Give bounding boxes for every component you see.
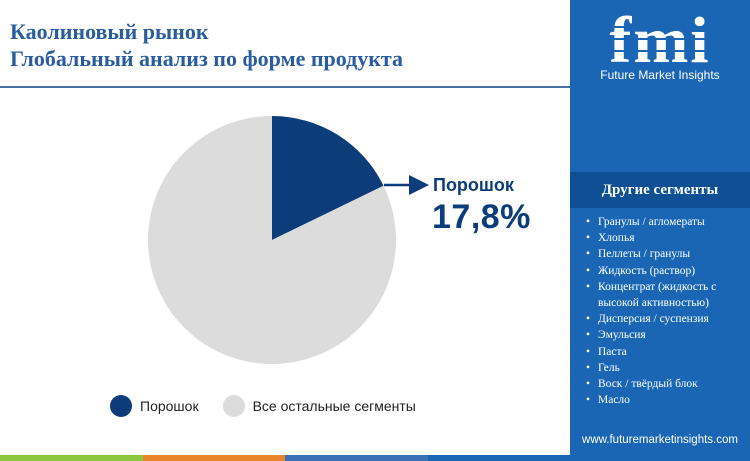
legend-label-powder: Порошок [140, 398, 199, 414]
logo-subtitle: Future Market Insights [600, 68, 720, 82]
legend-item-powder: Порошок [110, 395, 199, 417]
pie-slice-1 [147, 116, 396, 364]
segment-item: Паста [586, 344, 746, 360]
bottom-bar-green [0, 455, 143, 461]
segment-item: Эмульсия [586, 327, 746, 343]
segment-item: Концентрат (жидкость с высокой активност… [586, 279, 746, 311]
chart-title-line1: Каолиновый рынок [10, 19, 209, 44]
chart-title-line2: Глобальный анализ по форме продукта [10, 46, 403, 71]
segment-item: Воск / твёрдый блок [586, 376, 746, 392]
segment-item: Гель [586, 360, 746, 376]
segment-item: Дисперсия / суспензия [586, 311, 746, 327]
title-divider [0, 86, 570, 88]
chart-title: Каолиновый рынок Глобальный анализ по фо… [10, 18, 403, 72]
other-segments-heading: Другие сегменты [570, 172, 750, 208]
chart-panel: Каолиновый рынок Глобальный анализ по фо… [0, 18, 570, 461]
website-link[interactable]: www.futuremarketinsights.com [582, 434, 738, 446]
segment-item: Жидкость (раствор) [586, 263, 746, 279]
chart-legend: Порошок Все остальные сегменты [110, 395, 440, 417]
legend-item-others: Все остальные сегменты [222, 395, 416, 417]
legend-swatch-others [222, 395, 245, 417]
segment-item: Хлопья [586, 230, 746, 246]
callout-value: 17,8% [432, 198, 531, 236]
other-segments-list: Гранулы / агломераты Хлопья Пеллеты / гр… [586, 214, 746, 409]
segment-item: Пеллеты / гранулы [586, 246, 746, 262]
bottom-bar-blue [285, 455, 428, 461]
bottom-bar-navy [427, 455, 570, 461]
bottom-bar-orange [142, 455, 285, 461]
segment-item: Гранулы / агломераты [586, 214, 746, 230]
legend-label-others: Все остальные сегменты [252, 398, 416, 414]
fmi-logo-text: fmi [609, 6, 710, 68]
legend-swatch-powder [110, 395, 132, 417]
pie-slices [147, 116, 396, 364]
pie-chart [147, 116, 429, 364]
callout-label: Порошок [433, 175, 514, 195]
bottom-color-bar [0, 455, 570, 461]
fmi-logo: fmi [598, 6, 722, 68]
sidebar: fmi Future Market Insights Другие сегмен… [570, 0, 750, 461]
segment-item: Масло [586, 392, 746, 408]
pie-slice-0 [272, 116, 384, 240]
